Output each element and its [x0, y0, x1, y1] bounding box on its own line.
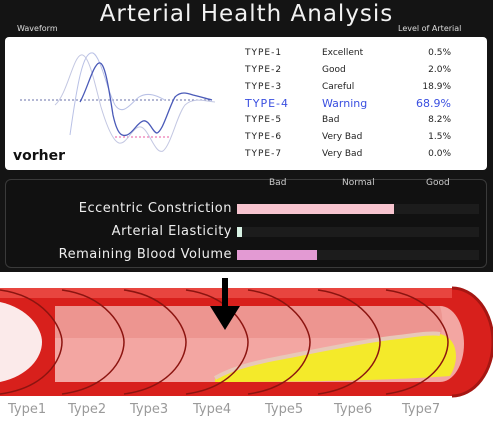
metric-bar-eccentric-constriction — [237, 204, 394, 214]
caption-label: vorher — [13, 148, 66, 164]
metrics-box: Bad Normal Good Eccentric Constriction A… — [5, 178, 487, 268]
type-name: TYPE-1 — [245, 48, 283, 58]
type-name: TYPE-6 — [245, 132, 283, 142]
ring-4 — [185, 289, 249, 395]
metric-track — [237, 250, 479, 260]
type-level: Bad — [322, 115, 340, 125]
scale-bad: Bad — [269, 178, 287, 188]
artery-diagram — [0, 278, 493, 398]
ring-1 — [0, 289, 63, 395]
ring-2 — [61, 289, 125, 395]
metric-label-remaining-blood-volume: Remaining Blood Volume — [58, 247, 232, 262]
reference-wave-light — [69, 52, 166, 136]
metric-label-eccentric-constriction: Eccentric Constriction — [78, 201, 232, 216]
type-level: Very Bad — [322, 149, 363, 159]
type-row-6: TYPE-6 Very Bad 1.5% — [245, 132, 485, 147]
vessel-type-label-2: Type2 — [68, 402, 107, 417]
metric-label-arterial-elasticity: Arterial Elasticity — [111, 224, 232, 239]
type-row-2: TYPE-2 Good 2.0% — [245, 65, 485, 80]
type-name: TYPE-3 — [245, 82, 283, 92]
patient-wave — [79, 62, 213, 137]
ring-7 — [385, 289, 449, 395]
segment-rings — [0, 289, 449, 395]
level-label: Level of Arterial — [398, 24, 462, 33]
type-percent: 1.5% — [428, 132, 451, 142]
ring-5 — [247, 289, 311, 395]
vessel-opening — [0, 302, 42, 382]
type-row-4: TYPE-4 Warning 68.9% — [245, 97, 485, 112]
vessel-type-label-5: Type5 — [265, 402, 304, 417]
type-level: Excellent — [322, 48, 364, 58]
scale-normal: Normal — [342, 178, 375, 188]
vessel-type-label-7: Type7 — [402, 402, 441, 417]
metric-track — [237, 227, 479, 237]
type-name: TYPE-2 — [245, 65, 283, 75]
type-name: TYPE-7 — [245, 149, 283, 159]
type-name: TYPE-4 — [245, 97, 289, 110]
type-percent: 8.2% — [428, 115, 451, 125]
vessel-type-label-1: Type1 — [8, 402, 47, 417]
reference-wave-dark — [54, 54, 216, 152]
plaque-deposit — [215, 333, 456, 382]
type-percent: 18.9% — [422, 82, 451, 92]
type-percent: 2.0% — [428, 65, 451, 75]
waveform-box: vorher TYPE-1 Excellent 0.5% TYPE-2 Good… — [5, 37, 487, 170]
lumen-shadow — [55, 306, 443, 338]
type-row-5: TYPE-5 Bad 8.2% — [245, 115, 485, 130]
metric-track — [237, 204, 479, 214]
type-row-1: TYPE-1 Excellent 0.5% — [245, 48, 485, 63]
waveform-chart — [20, 52, 216, 152]
metric-bar-remaining-blood-volume — [237, 250, 317, 260]
type-row-7: TYPE-7 Very Bad 0.0% — [245, 149, 485, 164]
type-level: Very Bad — [322, 132, 363, 142]
ring-6 — [317, 289, 381, 395]
type-level: Warning — [322, 97, 368, 110]
plaque-edge — [214, 331, 441, 380]
type-percent: 68.9% — [416, 97, 451, 110]
scale-good: Good — [426, 178, 450, 188]
type-name: TYPE-5 — [245, 115, 283, 125]
type-percent: 0.5% — [428, 48, 451, 58]
down-arrow-icon — [210, 278, 240, 330]
type-row-3: TYPE-3 Careful 18.9% — [245, 82, 485, 97]
vessel-type-label-3: Type3 — [130, 402, 169, 417]
vessel-end — [451, 286, 493, 398]
type-percent: 0.0% — [428, 149, 451, 159]
type-level: Careful — [322, 82, 355, 92]
vessel-type-label-4: Type4 — [193, 402, 232, 417]
page-title: Arterial Health Analysis — [99, 1, 394, 27]
analysis-panel: Arterial Health Analysis Waveform Level … — [0, 0, 493, 272]
ring-3 — [123, 289, 187, 395]
waveform-label: Waveform — [17, 24, 58, 33]
type-level: Good — [322, 65, 346, 75]
vessel-type-label-6: Type6 — [334, 402, 373, 417]
metric-bar-arterial-elasticity — [237, 227, 242, 237]
